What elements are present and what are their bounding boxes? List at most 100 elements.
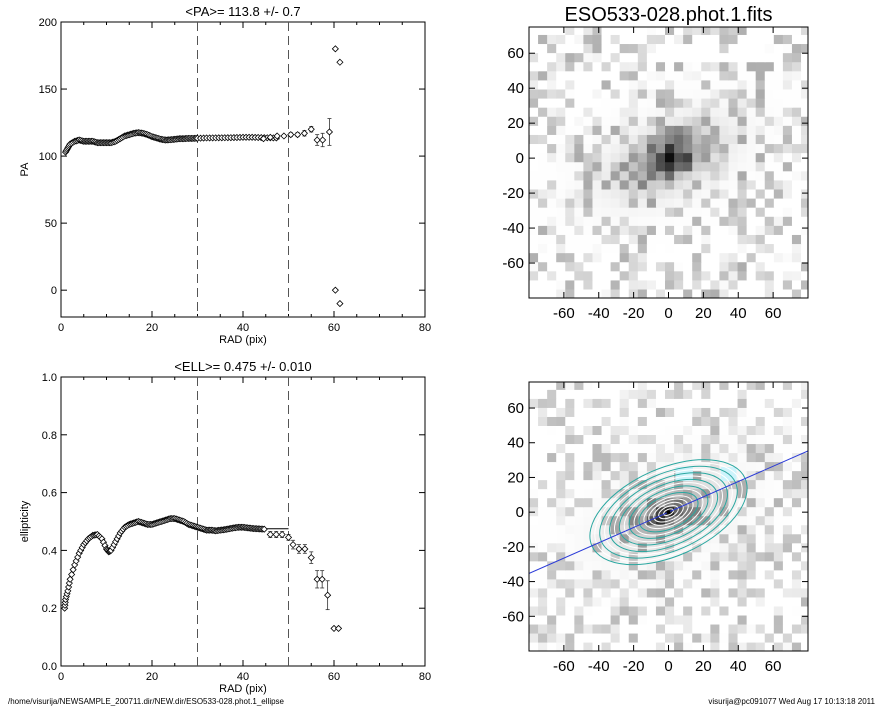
image-pixel [728,488,739,499]
image-pixel [782,614,793,625]
image-pixel [646,605,657,616]
image-pixel [719,506,730,517]
image-pixel [782,632,793,643]
image-pixel [610,170,621,181]
x-tick-label: 60 [328,322,340,334]
image-pixel [547,578,557,589]
image-pixel [592,434,603,445]
image-pixel [665,179,675,190]
image-pixel [801,623,808,634]
x-tick-label: 60 [765,305,782,322]
image-pixel [628,79,639,90]
image-pixel [592,107,603,117]
image-pixel [710,605,721,616]
image-pixel [719,443,730,454]
image-pixel [755,461,766,472]
image-pixel [719,216,730,226]
image-pixel [782,425,793,436]
image-pixel [565,382,575,390]
image-pixel [746,43,757,54]
image-pixel [592,34,603,45]
image-pixel [538,515,548,526]
image-pixel [565,170,575,181]
image-pixel [601,524,612,535]
image-pixel [791,97,802,108]
image-pixel [628,152,639,163]
image-pixel [637,425,648,436]
image-pixel [728,288,739,298]
image-pixel [529,497,539,508]
image-pixel [683,261,693,272]
image-pixel [665,161,675,172]
image-pixel [710,43,721,54]
image-pixel [710,524,721,535]
image-pixel [583,134,594,145]
image-pixel [674,34,684,45]
image-pixel [728,551,739,562]
image-pixel [683,382,693,390]
image-pixel [692,197,702,208]
image-pixel [728,479,739,490]
data-point [325,128,334,136]
image-pixel [628,88,639,99]
image-pixel [646,134,657,145]
image-pixel [655,623,666,634]
data-point [273,132,281,140]
image-pixel [583,288,594,298]
image-pixel [565,443,575,454]
image-pixel [619,587,630,598]
image-pixel [574,152,585,163]
image-pixel [628,614,639,625]
image-pixel [547,216,557,226]
image-pixel [782,161,793,172]
image-pixel [674,407,684,417]
image-pixel [628,560,639,571]
image-pixel [719,623,730,634]
image-pixel [665,382,675,390]
image-pixel [538,434,548,445]
image-pixel [646,569,657,580]
image-pixel [592,61,603,72]
image-pixel [646,243,657,254]
image-pixel [574,470,585,481]
image-pixel [674,542,684,553]
image-pixel [655,179,666,190]
image-pixel [728,587,739,598]
image-pixel [674,398,684,408]
image-pixel [737,470,748,481]
image-pixel [755,52,766,63]
image-pixel [655,288,666,298]
image-pixel [565,578,575,589]
image-pixel [701,434,711,445]
image-pixel [665,61,675,72]
image-pixel [728,605,739,616]
image-pixel [683,234,693,245]
image-pixel [565,61,575,72]
image-pixel [737,34,748,45]
image-pixel [674,533,684,544]
image-pixel [773,116,784,126]
image-pixel [565,88,575,99]
image-pixel [683,623,693,634]
image-pixel [755,125,766,135]
image-pixel [674,243,684,254]
image-pixel [547,416,557,426]
image-pixel [746,398,757,408]
image-pixel [791,243,802,254]
image-pixel [728,27,739,35]
image-pixel [628,596,639,607]
image-pixel [601,179,612,190]
image-pixel [529,515,539,526]
image-pixel [655,143,666,154]
image-pixel [791,225,802,235]
image-pixel [583,207,594,217]
image-pixel [655,261,666,272]
image-pixel [746,587,757,598]
image-pixel [710,252,721,263]
y-tick-label: 60 [507,45,524,62]
image-pixel [737,524,748,535]
image-pixel [773,270,784,281]
image-pixel [710,225,721,235]
image-pixel [683,34,693,45]
